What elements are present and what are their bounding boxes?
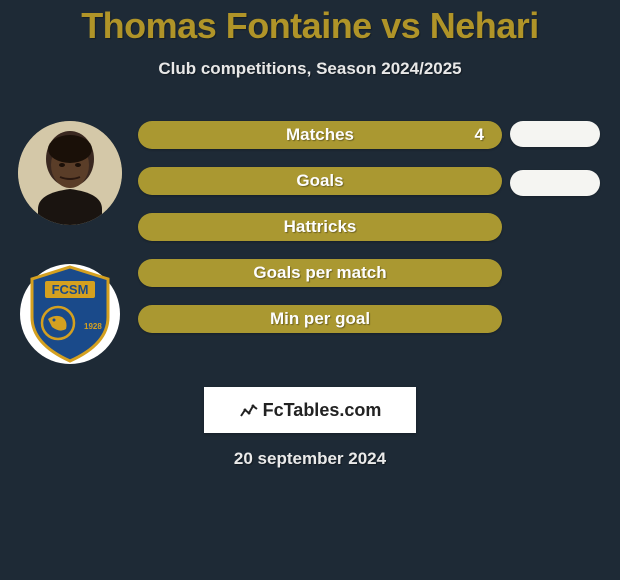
opponent-pill-goals xyxy=(510,170,600,196)
right-column xyxy=(510,121,610,369)
player-avatar xyxy=(18,121,122,225)
brand-box: FcTables.com xyxy=(204,387,416,433)
stat-bar-matches: Matches 4 xyxy=(138,121,502,149)
stat-bar-goals-per-match: Goals per match xyxy=(138,259,502,287)
stat-bar-hattricks: Hattricks xyxy=(138,213,502,241)
stats-column: Matches 4 Goals Hattricks Goals per matc… xyxy=(130,121,510,369)
brand-text: FcTables.com xyxy=(263,400,382,421)
svg-text:FCSM: FCSM xyxy=(52,282,89,297)
stat-value: 4 xyxy=(475,125,484,145)
stat-bar-min-per-goal: Min per goal xyxy=(138,305,502,333)
footer: FcTables.com 20 september 2024 xyxy=(0,387,620,469)
club-badge-icon: FCSM 1928 xyxy=(20,259,120,369)
chart-icon xyxy=(239,400,259,420)
footer-date: 20 september 2024 xyxy=(234,449,386,469)
stat-bar-goals: Goals xyxy=(138,167,502,195)
content-row: FCSM 1928 Matches 4 Goals Hattricks Goal… xyxy=(0,121,620,369)
svg-text:1928: 1928 xyxy=(84,322,102,331)
stat-label: Matches xyxy=(286,125,354,145)
subtitle: Club competitions, Season 2024/2025 xyxy=(0,59,620,79)
stat-label: Hattricks xyxy=(284,217,357,237)
stat-label: Goals xyxy=(296,171,343,191)
infographic-container: Thomas Fontaine vs Nehari Club competiti… xyxy=(0,0,620,469)
avatar-silhouette-icon xyxy=(18,121,122,225)
page-title: Thomas Fontaine vs Nehari xyxy=(0,5,620,47)
stat-label: Min per goal xyxy=(270,309,370,329)
opponent-pill-matches xyxy=(510,121,600,147)
left-column: FCSM 1928 xyxy=(10,121,130,369)
stat-label: Goals per match xyxy=(253,263,386,283)
club-badge: FCSM 1928 xyxy=(20,259,120,369)
